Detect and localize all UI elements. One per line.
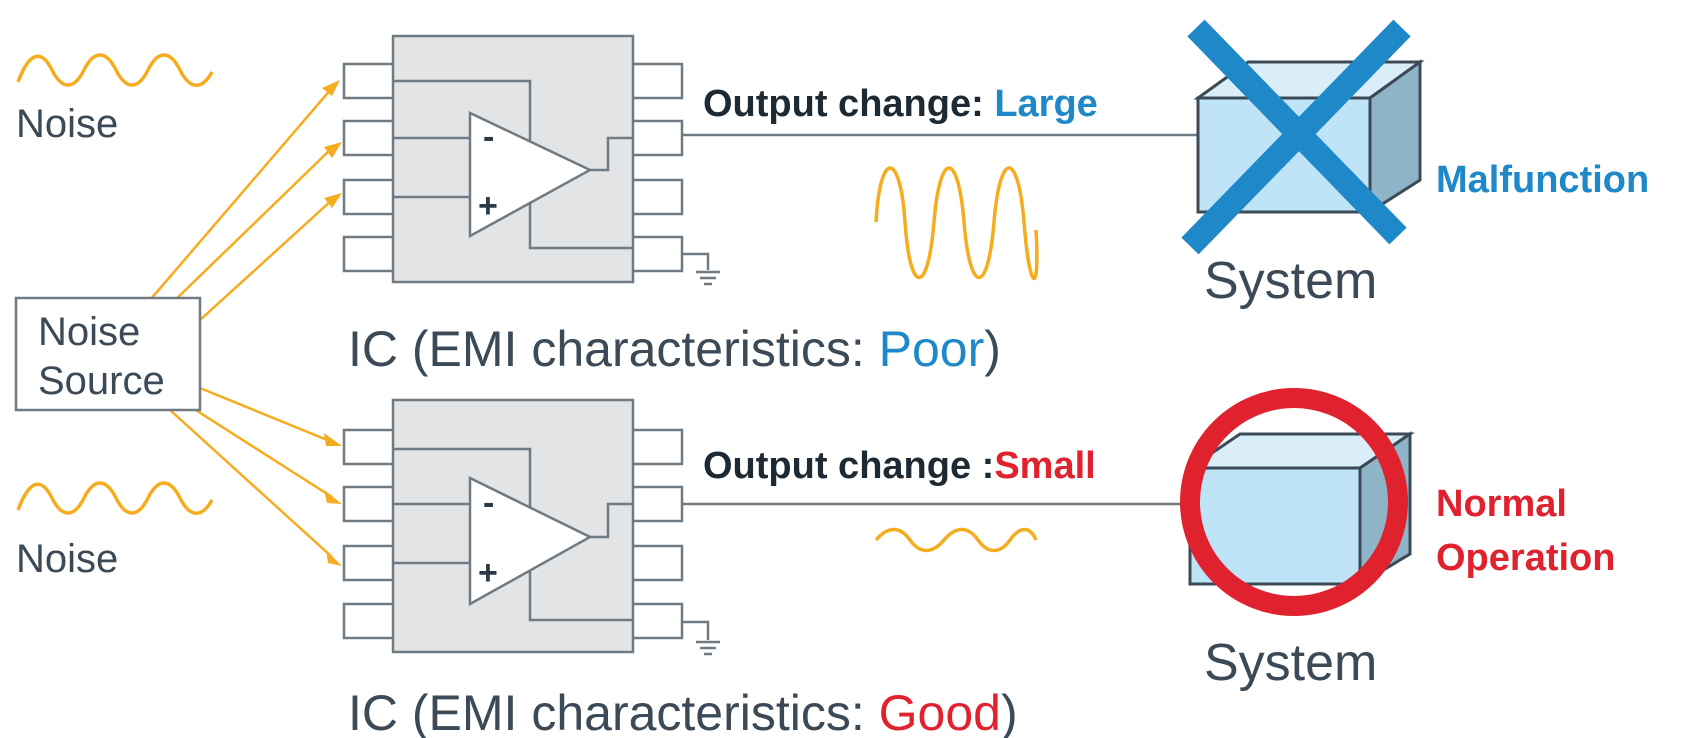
large-output-wave-icon: [874, 166, 1039, 281]
ic-bottom: - +: [342, 398, 720, 656]
output-change-bottom: Output change :Small: [703, 445, 1096, 487]
noise-wave-top-icon: [16, 53, 214, 87]
amp-bottom-plus: +: [478, 554, 498, 592]
status-malfunction: Malfunction: [1436, 159, 1649, 201]
output-value-bottom: Small: [994, 445, 1095, 487]
ic-value-top: Poor: [879, 321, 985, 377]
amp-bottom-minus: -: [483, 484, 494, 522]
amp-top-plus: +: [478, 187, 498, 225]
noise-label-bottom: Noise: [16, 537, 118, 581]
noise-source-box: [14, 296, 202, 412]
noise-label-top: Noise: [16, 102, 118, 146]
ic-value-bottom: Good: [879, 685, 1001, 738]
normal-circle-icon: [1180, 388, 1408, 616]
status-normal-line1: Normal: [1436, 483, 1567, 525]
arrowheads: [322, 80, 342, 566]
ic-label-top: IC (EMI characteristics: Poor): [348, 321, 1001, 377]
noise-arrows: [149, 80, 342, 566]
noise-source-line1: Noise: [38, 310, 140, 354]
small-output-wave-icon: [874, 527, 1038, 553]
status-normal-line2: Operation: [1436, 537, 1615, 579]
noise-source-line2: Source: [38, 359, 165, 403]
output-value-top: Large: [994, 83, 1097, 125]
malfunction-cross-icon: [1181, 19, 1411, 255]
amp-top-minus: -: [483, 118, 494, 156]
noise-wave-bottom-icon: [16, 481, 214, 515]
ic-top: - +: [342, 34, 720, 286]
ic-label-bottom: IC (EMI characteristics: Good): [348, 685, 1018, 738]
system-label-bottom: System: [1204, 634, 1377, 692]
output-change-top: Output change: Large: [703, 83, 1098, 125]
system-label-top: System: [1204, 252, 1377, 310]
